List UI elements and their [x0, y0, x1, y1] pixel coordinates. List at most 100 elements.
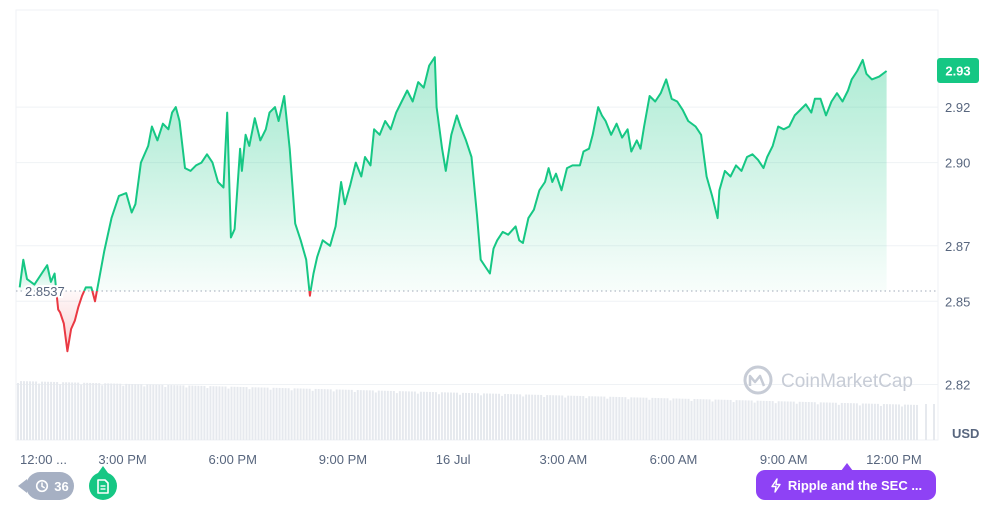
volume-bar	[371, 390, 374, 440]
volume-bar	[834, 402, 837, 440]
volume-bar	[828, 402, 831, 440]
volume-bar	[540, 394, 543, 440]
price-line-up	[309, 56, 888, 292]
volume-bar	[20, 381, 23, 440]
baseline-label: 2.8537	[25, 284, 65, 299]
volume-bar	[167, 385, 170, 440]
volume-bar	[753, 402, 756, 440]
volume-bar	[86, 382, 89, 440]
volume-bar	[909, 404, 912, 440]
volume-bar	[23, 381, 26, 440]
volume-bar	[155, 384, 158, 440]
volume-bar	[735, 400, 738, 440]
volume-bar	[188, 385, 191, 440]
volume-bar	[804, 401, 807, 440]
volume-bar	[801, 401, 804, 440]
volume-bar	[365, 390, 368, 440]
volume-bar	[843, 403, 846, 440]
volume-bar	[675, 398, 678, 440]
y-tick-label: 2.92	[945, 100, 970, 115]
volume-bar	[870, 403, 873, 440]
volume-bar	[122, 385, 125, 440]
volume-bar	[158, 384, 161, 440]
volume-bar	[440, 392, 443, 440]
volume-bars	[17, 381, 935, 440]
volume-bar	[855, 403, 858, 440]
volume-bar	[221, 386, 224, 440]
volume-bar	[389, 390, 392, 440]
coinmarketcap-logo-icon	[743, 365, 773, 395]
volume-bar	[215, 386, 218, 440]
volume-bar	[768, 401, 771, 440]
volume-bar	[690, 400, 693, 440]
volume-bar	[212, 386, 215, 440]
volume-bar	[510, 394, 513, 440]
y-tick-label: 2.85	[945, 294, 970, 309]
x-tick-label: 3:00 AM	[539, 452, 587, 467]
volume-bar	[296, 388, 299, 440]
volume-bar	[564, 397, 567, 440]
volume-bar	[657, 398, 660, 440]
document-badge[interactable]	[89, 466, 117, 500]
area-below-baseline	[56, 291, 85, 352]
volume-bar	[846, 403, 849, 440]
volume-bar	[146, 384, 149, 440]
volume-bar	[236, 386, 239, 440]
volume-bar	[477, 393, 480, 440]
volume-bar	[254, 387, 257, 440]
volume-bar	[314, 388, 317, 440]
volume-bar	[119, 383, 122, 440]
volume-bar	[876, 403, 879, 440]
volume-bar	[92, 383, 95, 440]
volume-bar	[531, 394, 534, 440]
volume-bar	[422, 391, 425, 440]
volume-bar	[263, 387, 266, 440]
volume-bar	[588, 396, 591, 440]
volume-bar	[468, 393, 470, 440]
volume-bar	[513, 394, 516, 440]
volume-bar	[26, 381, 29, 440]
volume-bar	[377, 390, 380, 440]
volume-bar	[771, 401, 774, 440]
volume-bar	[74, 382, 77, 440]
volume-bar	[77, 382, 80, 440]
news-badge[interactable]: Ripple and the SEC ...	[756, 463, 936, 500]
volume-bar	[819, 402, 822, 440]
volume-bar	[200, 385, 203, 440]
volume-bar	[741, 400, 744, 440]
volume-bar	[852, 403, 855, 440]
volume-bar	[618, 397, 621, 440]
volume-bar	[858, 405, 861, 440]
volume-bar	[71, 382, 74, 440]
volume-bar	[245, 387, 248, 440]
volume-bar	[891, 404, 894, 440]
volume-bar	[143, 386, 146, 440]
volume-bar	[446, 392, 449, 440]
volume-bar	[642, 397, 645, 440]
volume-bar	[747, 400, 750, 440]
volume-bar	[678, 398, 681, 440]
volume-bar	[383, 390, 386, 440]
volume-bar	[546, 395, 549, 440]
volume-bar	[621, 397, 624, 440]
volume-bar	[29, 381, 32, 440]
volume-bar	[83, 382, 86, 440]
volume-bar	[489, 393, 492, 440]
volume-bar	[239, 386, 242, 440]
volume-bar	[726, 399, 729, 440]
volume-bar	[774, 403, 777, 440]
events-badge[interactable]: 36	[18, 472, 74, 500]
volume-bar	[696, 399, 699, 440]
current-price-label: 2.93	[945, 64, 970, 79]
volume-bar	[759, 400, 762, 440]
volume-bar	[449, 392, 452, 440]
volume-bar	[203, 385, 206, 440]
volume-bar	[332, 391, 335, 440]
volume-bar	[278, 387, 281, 440]
volume-bar	[101, 385, 104, 440]
volume-bar	[750, 400, 753, 440]
events-count: 36	[54, 478, 69, 494]
volume-bar	[720, 399, 723, 440]
volume-bar	[407, 391, 410, 440]
